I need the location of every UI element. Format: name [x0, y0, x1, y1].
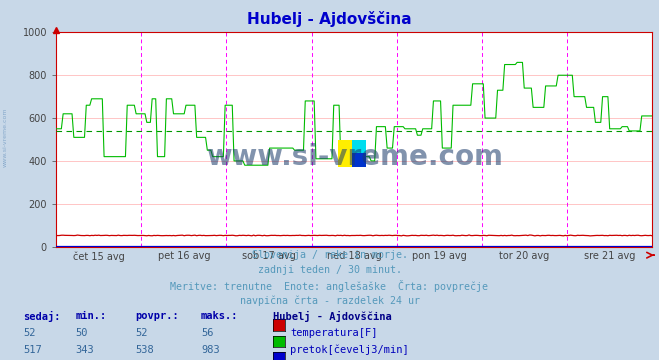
Polygon shape [352, 153, 366, 167]
Text: www.si-vreme.com: www.si-vreme.com [206, 143, 503, 171]
Text: 517: 517 [23, 345, 42, 355]
Text: 56: 56 [201, 328, 214, 338]
Polygon shape [337, 139, 352, 167]
Text: sedaj:: sedaj: [23, 311, 61, 323]
Text: Slovenija / reke in morje.: Slovenija / reke in morje. [252, 250, 407, 260]
Polygon shape [352, 139, 366, 153]
Text: Hubelj - Ajdovščina: Hubelj - Ajdovščina [273, 311, 392, 323]
Text: pretok[čevelj3/min]: pretok[čevelj3/min] [290, 345, 409, 355]
Text: min.:: min.: [76, 311, 107, 321]
Text: zadnji teden / 30 minut.: zadnji teden / 30 minut. [258, 265, 401, 275]
Text: Hubelj - Ajdovščina: Hubelj - Ajdovščina [247, 11, 412, 27]
Text: Meritve: trenutne  Enote: anglešaške  Črta: povprečje: Meritve: trenutne Enote: anglešaške Črta… [171, 280, 488, 292]
Text: temperatura[F]: temperatura[F] [290, 328, 378, 338]
Text: 52: 52 [23, 328, 36, 338]
Text: 538: 538 [135, 345, 154, 355]
Text: www.si-vreme.com: www.si-vreme.com [3, 107, 8, 167]
Text: 343: 343 [76, 345, 94, 355]
Text: 52: 52 [135, 328, 148, 338]
Text: 50: 50 [76, 328, 88, 338]
Text: navpična črta - razdelek 24 ur: navpična črta - razdelek 24 ur [239, 296, 420, 306]
Text: maks.:: maks.: [201, 311, 239, 321]
Text: 983: 983 [201, 345, 219, 355]
Text: povpr.:: povpr.: [135, 311, 179, 321]
